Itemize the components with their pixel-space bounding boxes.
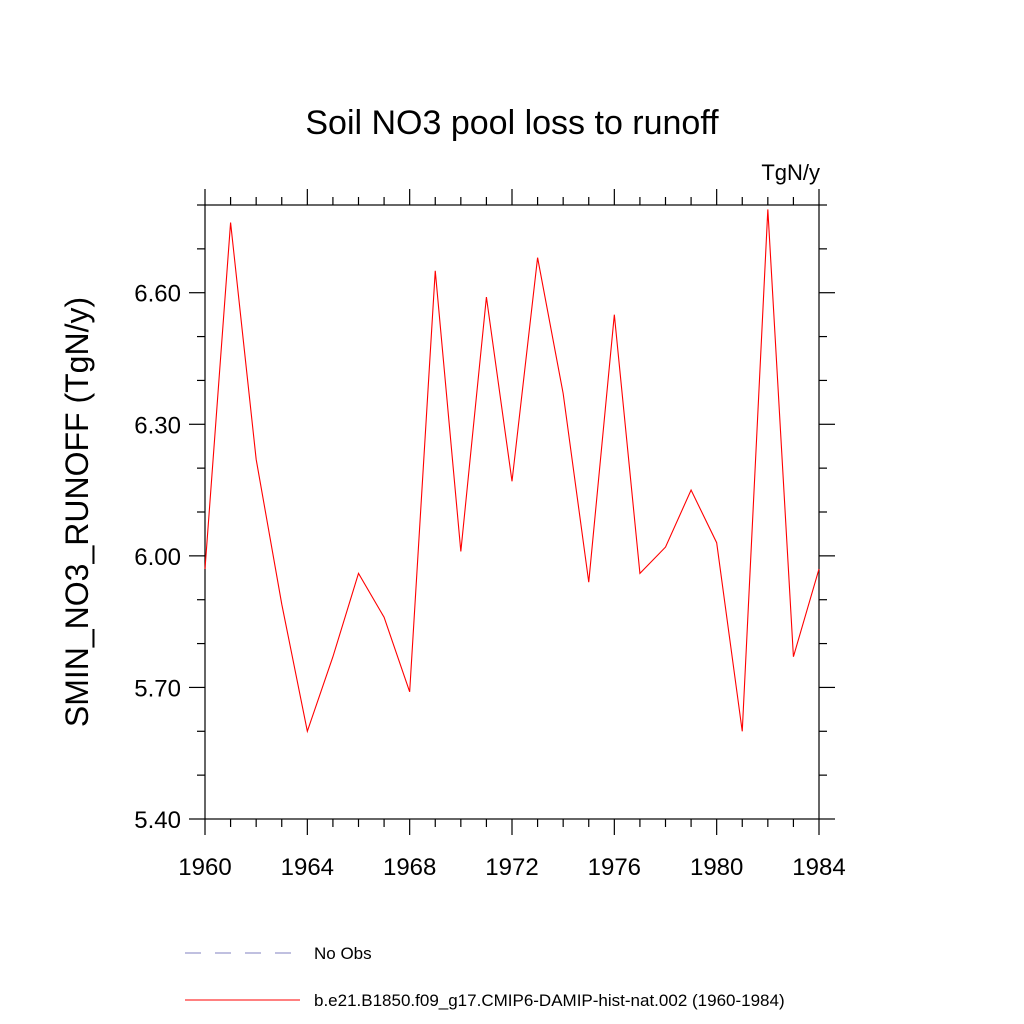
- y-tick-label: 5.70: [134, 675, 181, 702]
- series-group: [204, 209, 820, 734]
- x-tick-label: 1960: [178, 854, 231, 881]
- x-tick-label: 1968: [383, 854, 436, 881]
- legend-label-model-run: b.e21.B1850.f09_g17.CMIP6-DAMIP-hist-nat…: [314, 991, 785, 1010]
- x-tick-label: 1972: [485, 854, 538, 881]
- legend-label-no-obs: No Obs: [314, 944, 372, 963]
- series-line: [204, 209, 820, 734]
- units-label: TgN/y: [761, 160, 820, 185]
- axis-tick-labels: 1960 1964 1968 1972 1976 1980 1984 5.40 5.70 6.00…: [134, 281, 845, 881]
- x-tick-label: 1964: [281, 854, 334, 881]
- axis-ticks: [189, 189, 835, 835]
- chart-title: Soil NO3 pool loss to runoff: [305, 104, 719, 142]
- y-tick-label: 5.40: [134, 807, 181, 834]
- x-tick-label: 1976: [588, 854, 641, 881]
- y-tick-label: 6.00: [134, 544, 181, 571]
- x-tick-label: 1984: [792, 854, 845, 881]
- legend: No Obs b.e21.B1850.f09_g17.CMIP6-DAMIP-h…: [185, 944, 785, 1010]
- y-axis-title: SMIN_NO3_RUNOFF (TgN/y): [59, 297, 95, 727]
- y-tick-label: 6.60: [134, 281, 181, 308]
- y-tick-label: 6.30: [134, 412, 181, 439]
- plot-frame: [204, 204, 820, 820]
- x-tick-label: 1980: [690, 854, 743, 881]
